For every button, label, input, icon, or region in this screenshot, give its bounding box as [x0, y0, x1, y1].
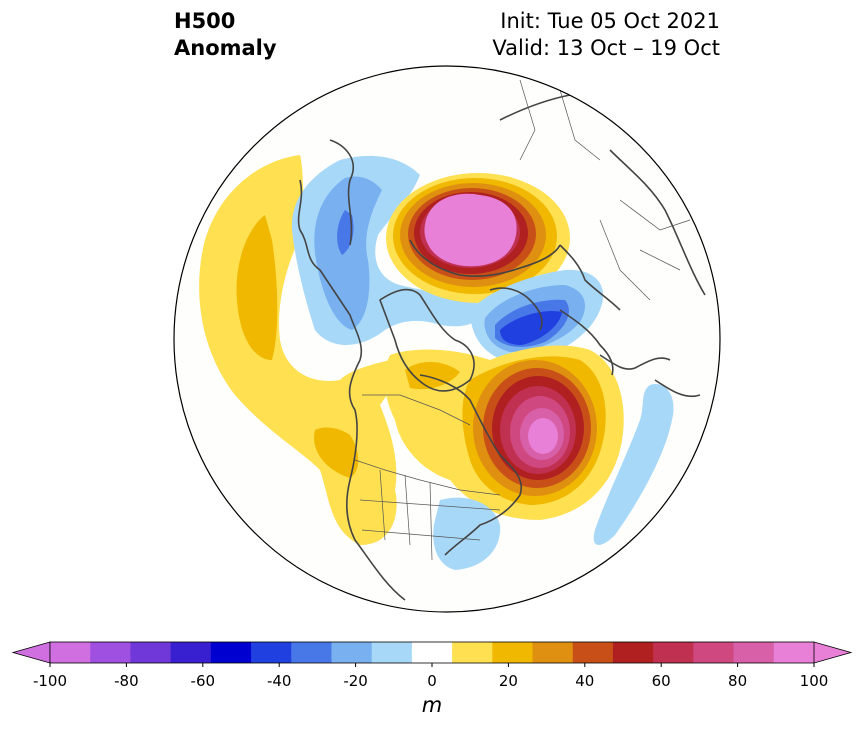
colorbar-swatch — [411, 642, 453, 663]
colorbar-extend-high — [813, 641, 853, 664]
title-line-2: Anomaly — [174, 36, 277, 60]
positive-anomaly-labrador — [384, 345, 624, 520]
map-title: H500 Anomaly — [174, 8, 277, 62]
colorbar-swatch — [130, 642, 172, 663]
borders — [354, 79, 691, 561]
colorbar-tick-label: -40 — [266, 672, 292, 690]
colorbar-swatch — [170, 642, 212, 663]
colorbar-swatch — [210, 642, 252, 663]
colorbar-swatch — [612, 642, 654, 663]
date-info: Init: Tue 05 Oct 2021 Valid: 13 Oct – 19… — [492, 8, 720, 62]
colorbar-swatch — [50, 642, 91, 663]
colorbar-swatch — [532, 642, 574, 663]
colorbar-swatch — [90, 642, 131, 663]
colorbar-swatch — [693, 642, 735, 663]
colorbar-tick-label: 100 — [799, 672, 829, 690]
colorbar-tick-label: -100 — [32, 672, 68, 690]
colorbar-swatch — [733, 642, 775, 663]
colorbar-swatch — [773, 642, 815, 663]
colorbar-swatch — [653, 642, 694, 663]
colorbar-tick-label: -20 — [343, 672, 368, 690]
colorbar-tick-label: 60 — [651, 672, 671, 690]
colorbar — [11, 641, 853, 667]
colorbar-swatch — [452, 642, 493, 663]
colorbar-swatch — [492, 642, 534, 663]
negative-anomaly-mid-atlantic — [593, 384, 674, 546]
colorbar-swatch — [251, 642, 292, 663]
colorbar-swatch — [572, 642, 614, 663]
colorbar-swatch — [331, 642, 373, 663]
map-boundary — [173, 65, 721, 613]
colorbar-swatch — [371, 642, 413, 663]
coastlines — [297, 94, 706, 601]
title-line-1: H500 — [174, 9, 236, 33]
positive-anomaly-pacific — [199, 155, 397, 545]
colorbar-extend-low — [11, 641, 51, 664]
colorbar-tick-label: -80 — [114, 672, 139, 690]
negative-anomaly-us-east — [433, 497, 501, 570]
colorbar-tick-label: 80 — [728, 672, 748, 690]
valid-date: Valid: 13 Oct – 19 Oct — [492, 36, 720, 60]
map-disk — [174, 66, 720, 612]
colorbar-swatch — [291, 642, 332, 663]
colorbar-tick-label: 40 — [575, 672, 595, 690]
colorbar-unit: m — [421, 693, 443, 717]
colorbar-tick-label: 0 — [427, 672, 437, 690]
init-date: Init: Tue 05 Oct 2021 — [500, 9, 720, 33]
positive-anomaly-arctic — [386, 173, 570, 303]
negative-anomaly-atlantic — [470, 269, 604, 363]
colorbar-tick-label: -60 — [190, 672, 216, 690]
colorbar-tick-label: 20 — [498, 672, 518, 690]
